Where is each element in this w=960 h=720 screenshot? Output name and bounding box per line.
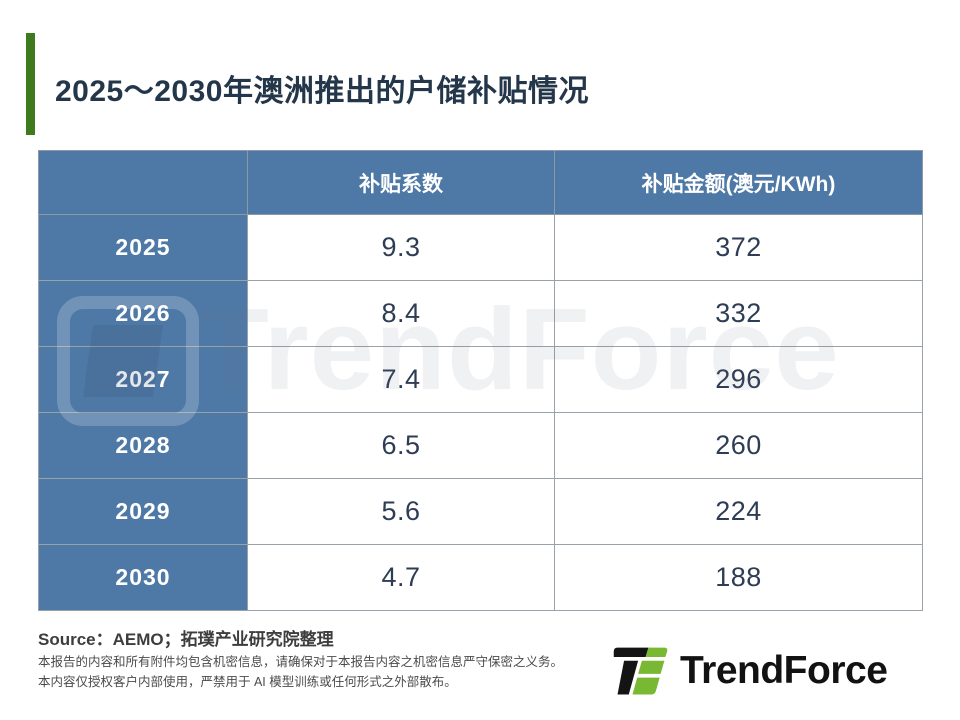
amount-cell: 224 (554, 478, 923, 545)
table-row: 2028 6.5 260 (38, 412, 923, 479)
coef-cell: 7.4 (247, 346, 555, 413)
year-cell: 2030 (38, 544, 248, 611)
year-cell: 2026 (38, 280, 248, 347)
disclaimer-line-2: 本内容仅授权客户内部使用，严禁用于 AI 模型训练或任何形式之外部散布。 (38, 675, 457, 689)
trendforce-logo-icon (613, 647, 668, 695)
header-cell-coef: 补贴系数 (247, 150, 555, 215)
table-row: 2026 8.4 332 (38, 280, 923, 347)
title-accent-bar (26, 33, 35, 135)
header-cell-year (38, 150, 248, 215)
disclaimer-text: 本报告的内容和所有附件均包含机密信息，请确保对于本报告内容之机密信息严守保密之义… (38, 652, 563, 692)
trendforce-logo-text: TrendForce (680, 649, 888, 692)
year-cell: 2025 (38, 214, 248, 281)
table-header-row: 补贴系数 补贴金额(澳元/KWh) (38, 150, 923, 215)
coef-cell: 4.7 (247, 544, 555, 611)
subsidy-table-container: 补贴系数 补贴金额(澳元/KWh) 2025 9.3 372 2026 8.4 … (38, 150, 923, 611)
trendforce-logo: TrendForce (610, 642, 888, 700)
page-title: 2025～2030年澳洲推出的户储补贴情况 (55, 75, 589, 108)
coef-cell: 9.3 (247, 214, 555, 281)
table-row: 2027 7.4 296 (38, 346, 923, 413)
amount-cell: 260 (554, 412, 923, 479)
amount-cell: 372 (554, 214, 923, 281)
year-cell: 2028 (38, 412, 248, 479)
table-row: 2029 5.6 224 (38, 478, 923, 545)
year-cell: 2027 (38, 346, 248, 413)
coef-cell: 8.4 (247, 280, 555, 347)
amount-cell: 188 (554, 544, 923, 611)
header-cell-amount: 补贴金额(澳元/KWh) (554, 150, 923, 215)
subsidy-table: 补贴系数 补贴金额(澳元/KWh) 2025 9.3 372 2026 8.4 … (38, 150, 923, 611)
disclaimer-line-1: 本报告的内容和所有附件均包含机密信息，请确保对于本报告内容之机密信息严守保密之义… (38, 655, 564, 669)
coef-cell: 6.5 (247, 412, 555, 479)
amount-cell: 296 (554, 346, 923, 413)
year-cell: 2029 (38, 478, 248, 545)
amount-cell: 332 (554, 280, 923, 347)
source-line: Source：AEMO；拓璞产业研究院整理 (38, 630, 334, 649)
coef-cell: 5.6 (247, 478, 555, 545)
table-row: 2025 9.3 372 (38, 214, 923, 281)
table-row: 2030 4.7 188 (38, 544, 923, 611)
